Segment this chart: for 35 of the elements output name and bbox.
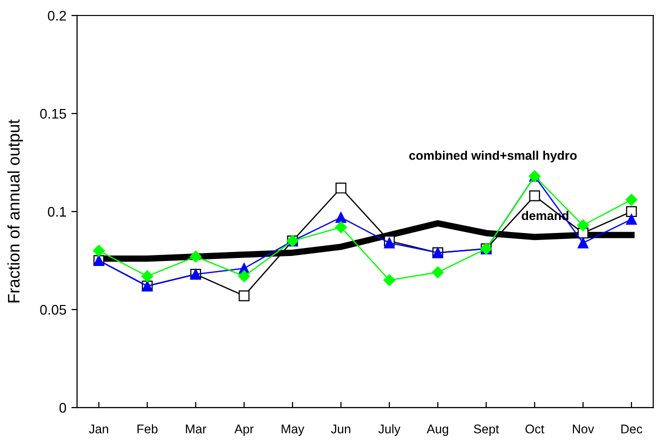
x-tick-label: Feb [138, 424, 158, 434]
x-tick-label: Mar [186, 424, 206, 434]
annotation: combined wind+small hydro [409, 150, 577, 162]
point [577, 219, 589, 232]
point [92, 244, 105, 257]
point [190, 250, 202, 263]
x-tick-label: Sept [474, 424, 499, 436]
y-axis-title: Fraction of annual output [7, 119, 23, 302]
x-tick-label: Jan [88, 424, 108, 434]
x-tick-label: Nov [572, 424, 594, 434]
point [336, 212, 346, 223]
point [626, 206, 637, 217]
x-tick-label: May [282, 424, 304, 436]
x-tick-label: Jun [331, 424, 350, 434]
x-tick-label: Dec [621, 424, 642, 434]
point [334, 221, 347, 234]
y-tick-label: 0.2 [48, 10, 66, 21]
x-tick-label: Aug [426, 424, 448, 436]
point [383, 274, 396, 286]
point [432, 266, 444, 278]
point [626, 214, 637, 225]
point [578, 237, 588, 248]
y-tick-label: 0.05 [40, 304, 66, 315]
y-tick-label: 0.15 [40, 108, 66, 119]
y-tick-label: 0.1 [48, 206, 66, 217]
x-tick-label: Oct [525, 424, 544, 434]
point [529, 190, 540, 202]
y-tick-label: 0 [59, 402, 66, 413]
point [238, 270, 250, 282]
point [238, 290, 250, 302]
x-tick-label: Apr [234, 424, 254, 436]
point [626, 194, 638, 206]
x-tick-label: July [378, 424, 400, 436]
point [141, 270, 154, 282]
point [336, 182, 346, 194]
